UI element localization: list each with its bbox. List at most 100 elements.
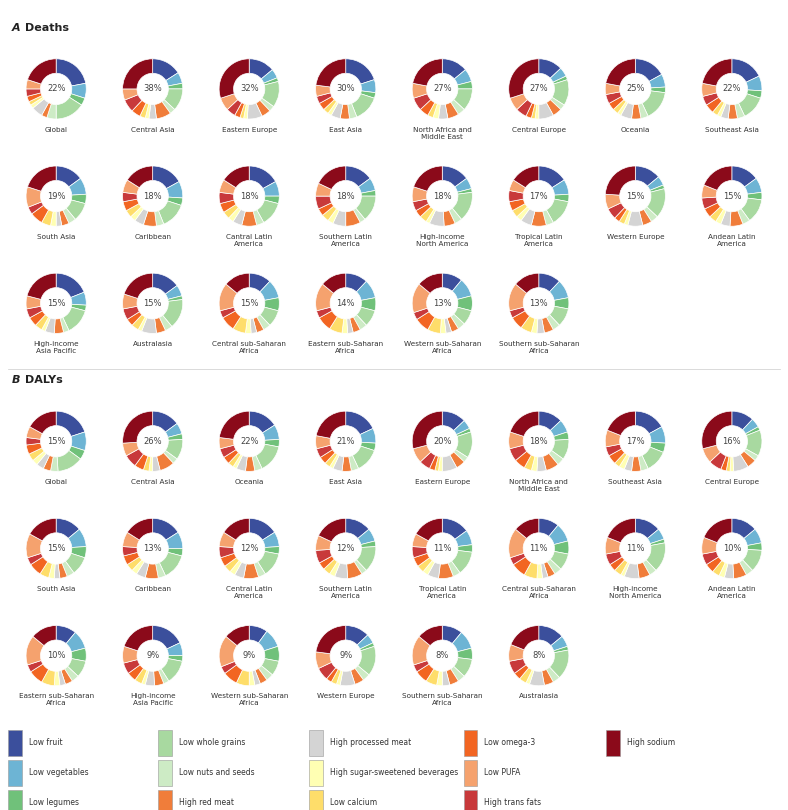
Wedge shape — [262, 425, 279, 441]
Wedge shape — [721, 104, 730, 119]
Wedge shape — [510, 411, 539, 437]
Wedge shape — [605, 83, 620, 95]
Wedge shape — [552, 439, 569, 459]
Wedge shape — [414, 553, 429, 566]
Wedge shape — [264, 78, 278, 85]
Wedge shape — [512, 203, 527, 217]
Wedge shape — [31, 556, 48, 573]
Wedge shape — [233, 454, 243, 468]
Wedge shape — [63, 307, 85, 330]
Text: 11%: 11% — [626, 544, 645, 553]
Wedge shape — [317, 307, 332, 318]
Wedge shape — [519, 667, 532, 683]
Text: Eastern sub-Saharan
Africa: Eastern sub-Saharan Africa — [19, 693, 94, 706]
Wedge shape — [605, 194, 621, 209]
Text: 22%: 22% — [240, 437, 258, 446]
Wedge shape — [42, 210, 54, 226]
Wedge shape — [457, 189, 472, 194]
Wedge shape — [738, 209, 749, 224]
Wedge shape — [412, 83, 427, 98]
Wedge shape — [353, 208, 365, 223]
Wedge shape — [440, 319, 446, 334]
Wedge shape — [331, 103, 343, 118]
Wedge shape — [358, 529, 375, 544]
Text: Central sub-Saharan
Africa: Central sub-Saharan Africa — [502, 586, 576, 599]
Wedge shape — [258, 552, 279, 573]
Wedge shape — [317, 446, 333, 458]
Wedge shape — [732, 166, 756, 187]
Wedge shape — [123, 294, 138, 309]
Text: Central Latin
America: Central Latin America — [226, 586, 273, 599]
Wedge shape — [606, 92, 622, 104]
Wedge shape — [550, 97, 564, 109]
Wedge shape — [361, 79, 376, 92]
Wedge shape — [412, 411, 442, 449]
Wedge shape — [412, 187, 427, 202]
Wedge shape — [346, 166, 370, 187]
Wedge shape — [702, 197, 718, 209]
Wedge shape — [615, 453, 627, 467]
Wedge shape — [249, 59, 273, 79]
Wedge shape — [454, 89, 472, 109]
Wedge shape — [123, 646, 138, 663]
Wedge shape — [219, 411, 249, 439]
Wedge shape — [710, 452, 726, 469]
Wedge shape — [69, 178, 86, 195]
Bar — [158, 730, 173, 756]
Wedge shape — [157, 453, 173, 471]
Wedge shape — [219, 192, 234, 203]
Wedge shape — [249, 625, 267, 643]
Wedge shape — [608, 202, 625, 218]
Wedge shape — [33, 451, 46, 464]
Wedge shape — [71, 305, 86, 311]
Wedge shape — [153, 273, 177, 294]
Wedge shape — [416, 518, 442, 541]
Wedge shape — [42, 669, 55, 686]
Wedge shape — [219, 437, 234, 449]
Wedge shape — [732, 518, 755, 539]
Wedge shape — [54, 318, 64, 334]
Wedge shape — [219, 59, 249, 98]
Wedge shape — [445, 102, 459, 118]
Wedge shape — [335, 563, 348, 578]
Wedge shape — [739, 560, 753, 575]
Wedge shape — [712, 101, 724, 115]
Text: Eastern Europe: Eastern Europe — [414, 479, 470, 485]
Wedge shape — [435, 456, 440, 471]
Wedge shape — [543, 210, 553, 225]
Wedge shape — [734, 103, 745, 118]
Wedge shape — [414, 94, 431, 109]
Wedge shape — [326, 667, 338, 682]
Bar — [8, 790, 22, 810]
Wedge shape — [26, 79, 41, 89]
Wedge shape — [226, 273, 249, 293]
Wedge shape — [265, 547, 279, 554]
Wedge shape — [706, 97, 722, 112]
Wedge shape — [510, 307, 525, 318]
Wedge shape — [27, 93, 42, 102]
Bar — [8, 760, 22, 786]
Wedge shape — [247, 103, 262, 119]
Wedge shape — [236, 670, 249, 686]
Wedge shape — [712, 561, 725, 576]
Wedge shape — [61, 669, 72, 684]
Wedge shape — [549, 306, 568, 326]
Wedge shape — [154, 318, 165, 333]
Wedge shape — [608, 518, 635, 543]
Wedge shape — [420, 207, 434, 221]
Wedge shape — [143, 211, 157, 226]
Wedge shape — [127, 166, 153, 188]
Wedge shape — [162, 300, 183, 326]
Text: High-income
Asia Pacific: High-income Asia Pacific — [130, 693, 176, 706]
Wedge shape — [35, 315, 49, 330]
Text: 20%: 20% — [433, 437, 452, 446]
Wedge shape — [526, 103, 535, 118]
Wedge shape — [543, 454, 558, 471]
Wedge shape — [27, 306, 43, 318]
Wedge shape — [219, 180, 236, 194]
Wedge shape — [524, 562, 538, 578]
Wedge shape — [539, 103, 553, 119]
Wedge shape — [316, 196, 332, 209]
Text: Low legumes: Low legumes — [28, 798, 79, 807]
Wedge shape — [509, 529, 526, 558]
